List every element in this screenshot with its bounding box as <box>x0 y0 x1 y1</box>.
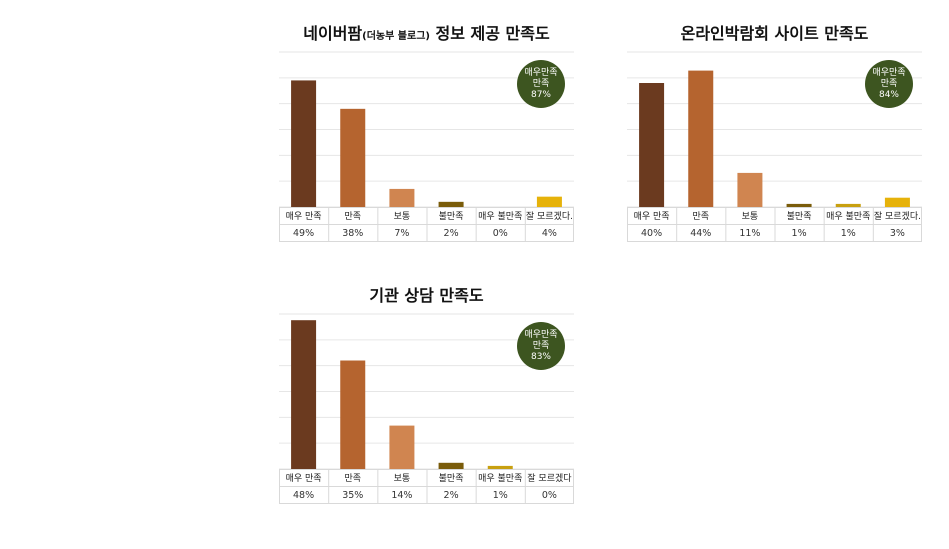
value-label: 11% <box>739 228 760 239</box>
category-label: 매우 불만족 <box>826 211 870 222</box>
category-label: 매우 만족 <box>634 211 670 222</box>
value-label: 2% <box>444 228 459 239</box>
value-label: 1% <box>841 228 856 239</box>
category-label: 보통 <box>394 473 411 484</box>
value-label: 44% <box>690 228 711 239</box>
category-label: 매우 만족 <box>286 473 322 484</box>
category-label: 불만족 <box>439 473 464 484</box>
bar-2 <box>737 172 763 207</box>
value-label: 1% <box>792 228 807 239</box>
value-label: 0% <box>542 490 557 501</box>
bar-0 <box>639 83 665 207</box>
bar-4 <box>835 203 861 207</box>
category-label: 잘 모르겠다. <box>526 210 573 222</box>
chart-title: 기관 상담 만족도 <box>279 282 574 306</box>
value-label: 1% <box>493 490 508 501</box>
value-label: 7% <box>394 228 409 239</box>
value-label: 4% <box>542 228 557 239</box>
category-label: 불만족 <box>787 211 812 222</box>
category-label: 잘 모르겠다 <box>527 472 572 484</box>
chart-title-main: 온라인박람회 사이트 만족도 <box>680 24 869 43</box>
badge-circle <box>517 60 565 108</box>
badge-circle <box>517 322 565 370</box>
category-label: 보통 <box>394 211 411 222</box>
bar-1 <box>340 108 366 207</box>
badge-circle <box>865 60 913 108</box>
badge-text: 매우만족 <box>524 329 557 340</box>
category-label: 만족 <box>692 211 709 222</box>
chart-title: 온라인박람회 사이트 만족도 <box>627 20 922 44</box>
value-label: 3% <box>890 228 905 239</box>
category-label: 만족 <box>344 211 361 222</box>
category-label: 매우 불만족 <box>478 211 522 222</box>
bar-2 <box>389 188 415 207</box>
badge-text: 매우만족 <box>524 67 557 78</box>
bar-3 <box>786 203 812 207</box>
value-label: 2% <box>444 490 459 501</box>
chart-title-rest: 정보 제공 만족도 <box>429 24 550 43</box>
bar-1 <box>688 70 714 207</box>
category-label: 매우 불만족 <box>478 473 522 484</box>
badge-text: 만족 <box>533 78 550 89</box>
chart-title-main: 기관 상담 만족도 <box>369 286 484 305</box>
value-label: 14% <box>391 490 412 501</box>
category-label: 만족 <box>344 473 361 484</box>
chart-agency-consult: 기관 상담 만족도 매우 만족 48% 만족 35% 보통 14% 불만족 2% 매우 불만족 1… <box>279 276 574 508</box>
category-label: 매우 만족 <box>286 211 322 222</box>
badge-text: 84% <box>879 90 899 100</box>
bar-chart-svg: 매우 만족 49% 만족 38% 보통 7% 불만족 2% 매우 불만족 0% 잘 모르겠다. 4% 매… <box>279 51 574 242</box>
category-label: 보통 <box>742 211 759 222</box>
chart-title-sub: (더농부 블로그) <box>362 31 430 42</box>
chart-title-main: 네이버팜 <box>303 24 363 43</box>
value-label: 40% <box>641 228 662 239</box>
bar-3 <box>438 201 464 207</box>
category-label: 잘 모르겠다. <box>874 210 921 222</box>
chart-title: 네이버팜(더농부 블로그) 정보 제공 만족도 <box>279 20 574 44</box>
category-label: 불만족 <box>439 211 464 222</box>
bar-0 <box>291 80 317 207</box>
badge-text: 만족 <box>533 340 550 351</box>
value-label: 48% <box>293 490 314 501</box>
bar-2 <box>389 425 415 469</box>
value-label: 38% <box>342 228 363 239</box>
chart-online-expo: 온라인박람회 사이트 만족도 매우 만족 40% 만족 44% 보통 11% 불만족 1% 매우… <box>627 14 922 246</box>
bar-4 <box>487 465 513 469</box>
bar-chart-svg: 매우 만족 40% 만족 44% 보통 11% 불만족 1% 매우 불만족 1% 잘 모르겠다. 3%… <box>627 51 922 242</box>
chart-naver-farm: 네이버팜(더농부 블로그) 정보 제공 만족도 매우 만족 49% 만족 38% 보통 7… <box>279 14 574 246</box>
bar-5 <box>536 196 562 207</box>
bar-5 <box>884 197 910 207</box>
bar-1 <box>340 360 366 469</box>
badge-text: 83% <box>531 352 551 362</box>
bar-3 <box>438 462 464 469</box>
value-label: 49% <box>293 228 314 239</box>
bar-chart-svg: 매우 만족 48% 만족 35% 보통 14% 불만족 2% 매우 불만족 1% 잘 모르겠다 0% 매… <box>279 313 574 504</box>
value-label: 35% <box>342 490 363 501</box>
badge-text: 만족 <box>881 78 898 89</box>
bar-0 <box>291 320 317 469</box>
badge-text: 매우만족 <box>872 67 905 78</box>
value-label: 0% <box>493 228 508 239</box>
badge-text: 87% <box>531 90 551 100</box>
